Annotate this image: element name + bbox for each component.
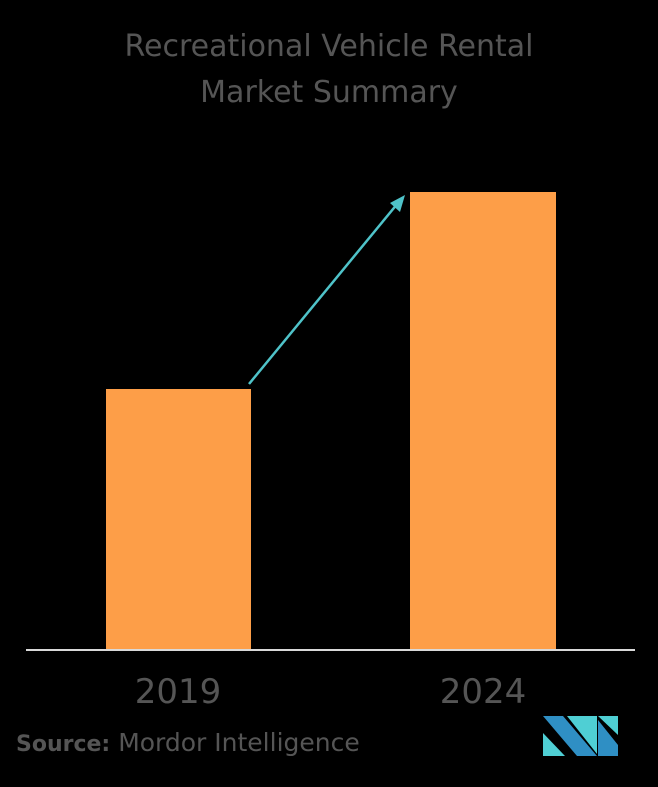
bar-2019 bbox=[106, 389, 251, 650]
source-label: Source: bbox=[16, 732, 111, 757]
bar-2024 bbox=[410, 192, 556, 650]
chart-title-line1: Recreational Vehicle Rental bbox=[124, 29, 534, 64]
chart-title-line2: Market Summary bbox=[200, 75, 458, 110]
source-line: Source: Mordor Intelligence bbox=[16, 728, 360, 757]
x-axis-line bbox=[26, 649, 635, 651]
x-label-2024: 2024 bbox=[439, 672, 527, 712]
source-name: Mordor Intelligence bbox=[118, 728, 360, 757]
x-label-2019: 2019 bbox=[134, 672, 222, 712]
